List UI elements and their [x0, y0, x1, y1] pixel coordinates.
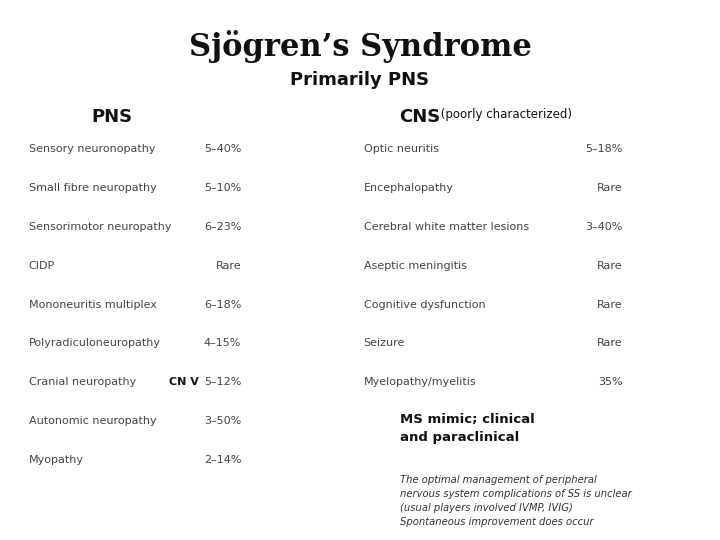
Text: Cerebral white matter lesions: Cerebral white matter lesions	[364, 222, 528, 232]
Text: Primarily PNS: Primarily PNS	[290, 71, 430, 89]
Text: (poorly characterized): (poorly characterized)	[437, 108, 572, 121]
Text: Cranial neuropathy: Cranial neuropathy	[29, 377, 136, 387]
Text: 3–40%: 3–40%	[585, 222, 623, 232]
Text: PNS: PNS	[91, 108, 132, 126]
Text: CNS: CNS	[400, 108, 441, 126]
Text: Rare: Rare	[597, 183, 623, 193]
Text: 6–18%: 6–18%	[204, 300, 241, 309]
Text: Polyradiculoneuropathy: Polyradiculoneuropathy	[29, 339, 161, 348]
Text: Small fibre neuropathy: Small fibre neuropathy	[29, 183, 156, 193]
Text: Rare: Rare	[215, 261, 241, 271]
Text: Sjögren’s Syndrome: Sjögren’s Syndrome	[189, 30, 531, 63]
Text: 4–15%: 4–15%	[204, 339, 241, 348]
Text: Sensory neuronopathy: Sensory neuronopathy	[29, 144, 156, 154]
Text: Rare: Rare	[597, 300, 623, 309]
Text: Encephalopathy: Encephalopathy	[364, 183, 454, 193]
Text: Cognitive dysfunction: Cognitive dysfunction	[364, 300, 485, 309]
Text: 5–18%: 5–18%	[585, 144, 623, 154]
Text: Sensorimotor neuropathy: Sensorimotor neuropathy	[29, 222, 171, 232]
Text: 5–12%: 5–12%	[204, 377, 241, 387]
Text: Rare: Rare	[597, 261, 623, 271]
Text: Aseptic meningitis: Aseptic meningitis	[364, 261, 467, 271]
Text: Optic neuritis: Optic neuritis	[364, 144, 438, 154]
Text: Myelopathy/myelitis: Myelopathy/myelitis	[364, 377, 476, 387]
Text: The optimal management of peripheral
nervous system complications of SS is uncle: The optimal management of peripheral ner…	[400, 475, 631, 526]
Text: 6–23%: 6–23%	[204, 222, 241, 232]
Text: MS mimic; clinical
and paraclinical: MS mimic; clinical and paraclinical	[400, 413, 534, 443]
Text: 5–10%: 5–10%	[204, 183, 241, 193]
Text: Seizure: Seizure	[364, 339, 405, 348]
Text: 35%: 35%	[598, 377, 623, 387]
Text: Myopathy: Myopathy	[29, 455, 84, 465]
Text: 2–14%: 2–14%	[204, 455, 241, 465]
Text: Rare: Rare	[597, 339, 623, 348]
Text: 5–40%: 5–40%	[204, 144, 241, 154]
Text: CN V: CN V	[169, 377, 199, 387]
Text: Autonomic neuropathy: Autonomic neuropathy	[29, 416, 156, 426]
Text: CIDP: CIDP	[29, 261, 55, 271]
Text: Mononeuritis multiplex: Mononeuritis multiplex	[29, 300, 157, 309]
Text: 3–50%: 3–50%	[204, 416, 241, 426]
